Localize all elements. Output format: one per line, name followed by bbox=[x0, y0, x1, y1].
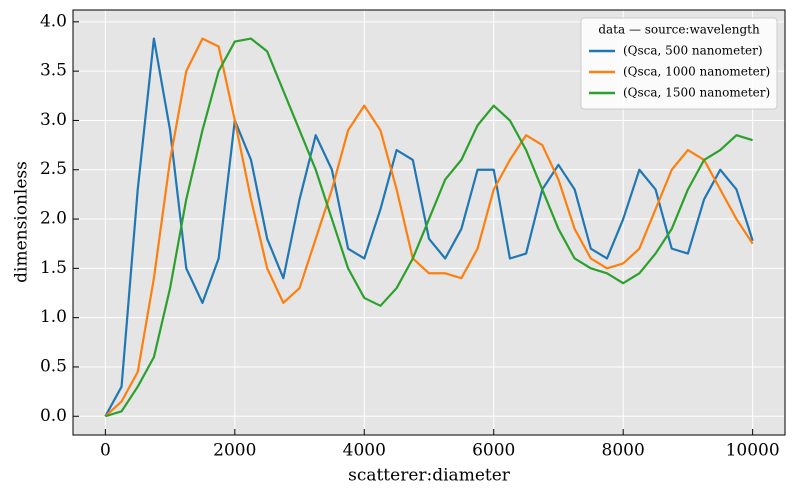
x-tick-label: 4000 bbox=[343, 441, 386, 461]
y-tick-label: 0.5 bbox=[40, 356, 67, 376]
y-axis-label: dimensionless bbox=[12, 161, 32, 283]
y-tick-label: 3.0 bbox=[40, 110, 67, 130]
ticks: 0 2000 4000 6000 8000 10000 0.0 0.5 1.0 1.5 2.0 2.5… bbox=[40, 11, 780, 460]
y-tick-label: 1.0 bbox=[40, 307, 67, 327]
legend-box bbox=[580, 17, 778, 110]
y-tick-label: 2.5 bbox=[40, 159, 67, 179]
x-tick-label: 8000 bbox=[602, 441, 645, 461]
x-tick-label: 0 bbox=[100, 441, 111, 461]
legend-label: (Qsca, 1000 nanometer) bbox=[623, 65, 770, 79]
plot-frame bbox=[72, 9, 786, 436]
lines bbox=[104, 37, 754, 418]
y-tick-label: 4.0 bbox=[40, 11, 67, 31]
x-tick-label: 6000 bbox=[472, 441, 515, 461]
y-tick-label: 2.0 bbox=[40, 209, 67, 229]
series-line bbox=[104, 37, 754, 418]
legend-title: data — source:wavelength bbox=[598, 23, 760, 37]
x-axis-label: scatterer:diameter bbox=[348, 466, 511, 486]
series-line bbox=[105, 37, 753, 418]
y-tick-label: 3.5 bbox=[40, 61, 67, 81]
x-tick-label: 2000 bbox=[213, 441, 256, 461]
legend-label: (Qsca, 1500 nanometer) bbox=[623, 86, 770, 100]
series-line bbox=[104, 37, 754, 417]
y-tick-label: 0.0 bbox=[40, 406, 67, 426]
legend: data — source:wavelength (Qsca, 500 nanom… bbox=[580, 17, 778, 110]
x-tick-label: 10000 bbox=[726, 441, 780, 461]
legend-label: (Qsca, 500 nanometer) bbox=[623, 44, 763, 58]
y-tick-label: 1.5 bbox=[40, 258, 67, 278]
